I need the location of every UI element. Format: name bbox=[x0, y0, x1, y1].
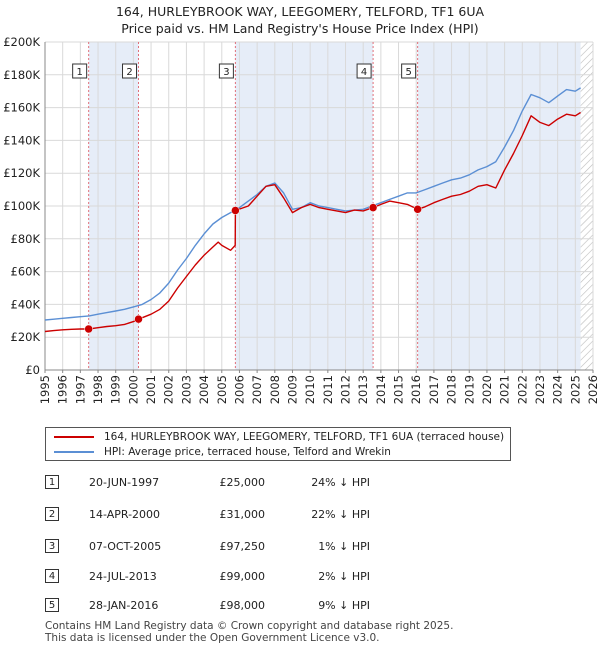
legend-swatch-property bbox=[54, 436, 94, 438]
chart-subtitle: Price paid vs. HM Land Registry's House … bbox=[121, 21, 479, 36]
sale-label-box bbox=[122, 63, 138, 79]
y-tick-label: £100K bbox=[3, 199, 40, 213]
x-tick-label: 2025 bbox=[568, 375, 582, 404]
x-tick-label: 1996 bbox=[56, 375, 70, 404]
transaction-number: 4 bbox=[45, 569, 59, 583]
transaction-date: 07-OCT-2005 bbox=[89, 539, 162, 553]
footer-license: This data is licensed under the Open Gov… bbox=[45, 632, 380, 644]
x-tick-label: 2021 bbox=[498, 375, 512, 404]
hpi-series-line bbox=[44, 87, 581, 321]
transaction-number: 1 bbox=[45, 475, 59, 489]
x-tick-label: 2026 bbox=[586, 375, 600, 404]
legend-item-hpi: HPI: Average price, terraced house, Telf… bbox=[54, 444, 391, 460]
x-tick-label: 1997 bbox=[73, 375, 87, 404]
legend-label-property: 164, HURLEYBROOK WAY, LEEGOMERY, TELFORD… bbox=[104, 431, 505, 443]
footer-copyright: Contains HM Land Registry data © Crown c… bbox=[45, 620, 454, 632]
transaction-number: 3 bbox=[45, 539, 59, 553]
x-tick-label: 1995 bbox=[38, 375, 52, 404]
sale-label-box bbox=[72, 63, 88, 79]
sale-label-number: 1 bbox=[76, 67, 82, 78]
legend-swatch-hpi bbox=[54, 451, 94, 453]
x-tick-label: 2009 bbox=[285, 375, 299, 404]
x-tick-label: 2006 bbox=[232, 375, 246, 404]
sale-label-number: 3 bbox=[223, 67, 229, 78]
legend-label-hpi: HPI: Average price, terraced house, Telf… bbox=[104, 446, 391, 458]
x-tick-label: 2010 bbox=[303, 375, 317, 404]
sale-point bbox=[368, 203, 378, 212]
sale-label-box bbox=[401, 63, 417, 79]
transaction-number: 5 bbox=[45, 598, 59, 612]
transaction-price: £98,000 bbox=[219, 598, 266, 612]
price-chart: £0 £20K £40K £60K £80K £100K £120K £140K £160K £1… bbox=[3, 35, 600, 404]
sale-label-number: 2 bbox=[126, 67, 132, 78]
legend: 164, HURLEYBROOK WAY, LEEGOMERY, TELFORD… bbox=[45, 427, 511, 461]
x-tick-label: 2005 bbox=[215, 375, 229, 404]
transaction-hpi-diff: 22% ↓ HPI bbox=[311, 507, 370, 521]
sale-point bbox=[413, 205, 422, 214]
transaction-hpi-diff: 2% ↓ HPI bbox=[318, 569, 370, 583]
x-tick-label: 2015 bbox=[392, 375, 406, 404]
transaction-price: £25,000 bbox=[219, 475, 266, 489]
y-tick-label: £40K bbox=[11, 297, 41, 311]
x-tick-label: 2002 bbox=[162, 375, 176, 404]
sale-point bbox=[84, 324, 93, 334]
x-tick-label: 2024 bbox=[551, 375, 565, 404]
x-tick-label: 2008 bbox=[268, 375, 282, 404]
sale-label-number: 5 bbox=[405, 67, 411, 78]
x-tick-label: 2014 bbox=[374, 375, 388, 404]
transaction-price: £97,250 bbox=[219, 539, 266, 553]
x-tick-label: 2013 bbox=[356, 375, 370, 404]
transaction-hpi-diff: 9% ↓ HPI bbox=[318, 598, 370, 612]
sale-point bbox=[134, 314, 143, 324]
x-tick-label: 2023 bbox=[533, 375, 547, 404]
y-tick-label: £80K bbox=[11, 232, 41, 246]
y-tick-label: £200K bbox=[3, 35, 40, 49]
transaction-date: 14-APR-2000 bbox=[89, 507, 161, 521]
transaction-price: £31,000 bbox=[219, 507, 266, 521]
x-tick-label: 2016 bbox=[409, 375, 423, 404]
y-tick-label: £20K bbox=[11, 330, 41, 344]
x-tick-label: 2011 bbox=[321, 375, 335, 404]
x-tick-label: 2001 bbox=[144, 375, 158, 404]
sale-label-number: 4 bbox=[361, 67, 367, 78]
transaction-date: 28-JAN-2016 bbox=[89, 598, 159, 612]
sale-point bbox=[231, 206, 240, 215]
x-tick-label: 2012 bbox=[339, 375, 353, 404]
x-tick-label: 2018 bbox=[445, 375, 459, 404]
sale-label-box bbox=[356, 63, 372, 79]
x-tick-label: 2000 bbox=[126, 375, 140, 404]
x-tick-label: 2020 bbox=[480, 375, 494, 404]
x-tick-label: 2007 bbox=[250, 375, 264, 404]
x-tick-label: 2017 bbox=[427, 375, 441, 404]
chart-title: 164, HURLEYBROOK WAY, LEEGOMERY, TELFORD… bbox=[115, 4, 485, 19]
y-tick-label: £180K bbox=[3, 68, 40, 82]
transaction-hpi-diff: 1% ↓ HPI bbox=[318, 539, 370, 553]
y-tick-label: £160K bbox=[3, 101, 40, 115]
y-tick-label: £0 bbox=[25, 363, 40, 377]
y-tick-label: £140K bbox=[3, 133, 40, 147]
y-tick-label: £120K bbox=[3, 166, 40, 180]
legend-item-property: 164, HURLEYBROOK WAY, LEEGOMERY, TELFORD… bbox=[54, 429, 504, 445]
x-tick-label: 1998 bbox=[91, 375, 105, 404]
sale-label-box bbox=[218, 63, 234, 79]
transaction-number: 2 bbox=[45, 507, 59, 521]
transaction-date: 24-JUL-2013 bbox=[89, 569, 157, 583]
transaction-hpi-diff: 24% ↓ HPI bbox=[311, 475, 370, 489]
x-tick-label: 2004 bbox=[197, 375, 211, 404]
x-tick-label: 2022 bbox=[515, 375, 529, 404]
x-tick-label: 2019 bbox=[462, 375, 476, 404]
x-tick-label: 1999 bbox=[109, 375, 123, 404]
transaction-date: 20-JUN-1997 bbox=[89, 475, 160, 489]
transaction-price: £99,000 bbox=[219, 569, 266, 583]
x-tick-label: 2003 bbox=[179, 375, 193, 404]
y-tick-label: £60K bbox=[11, 265, 41, 279]
